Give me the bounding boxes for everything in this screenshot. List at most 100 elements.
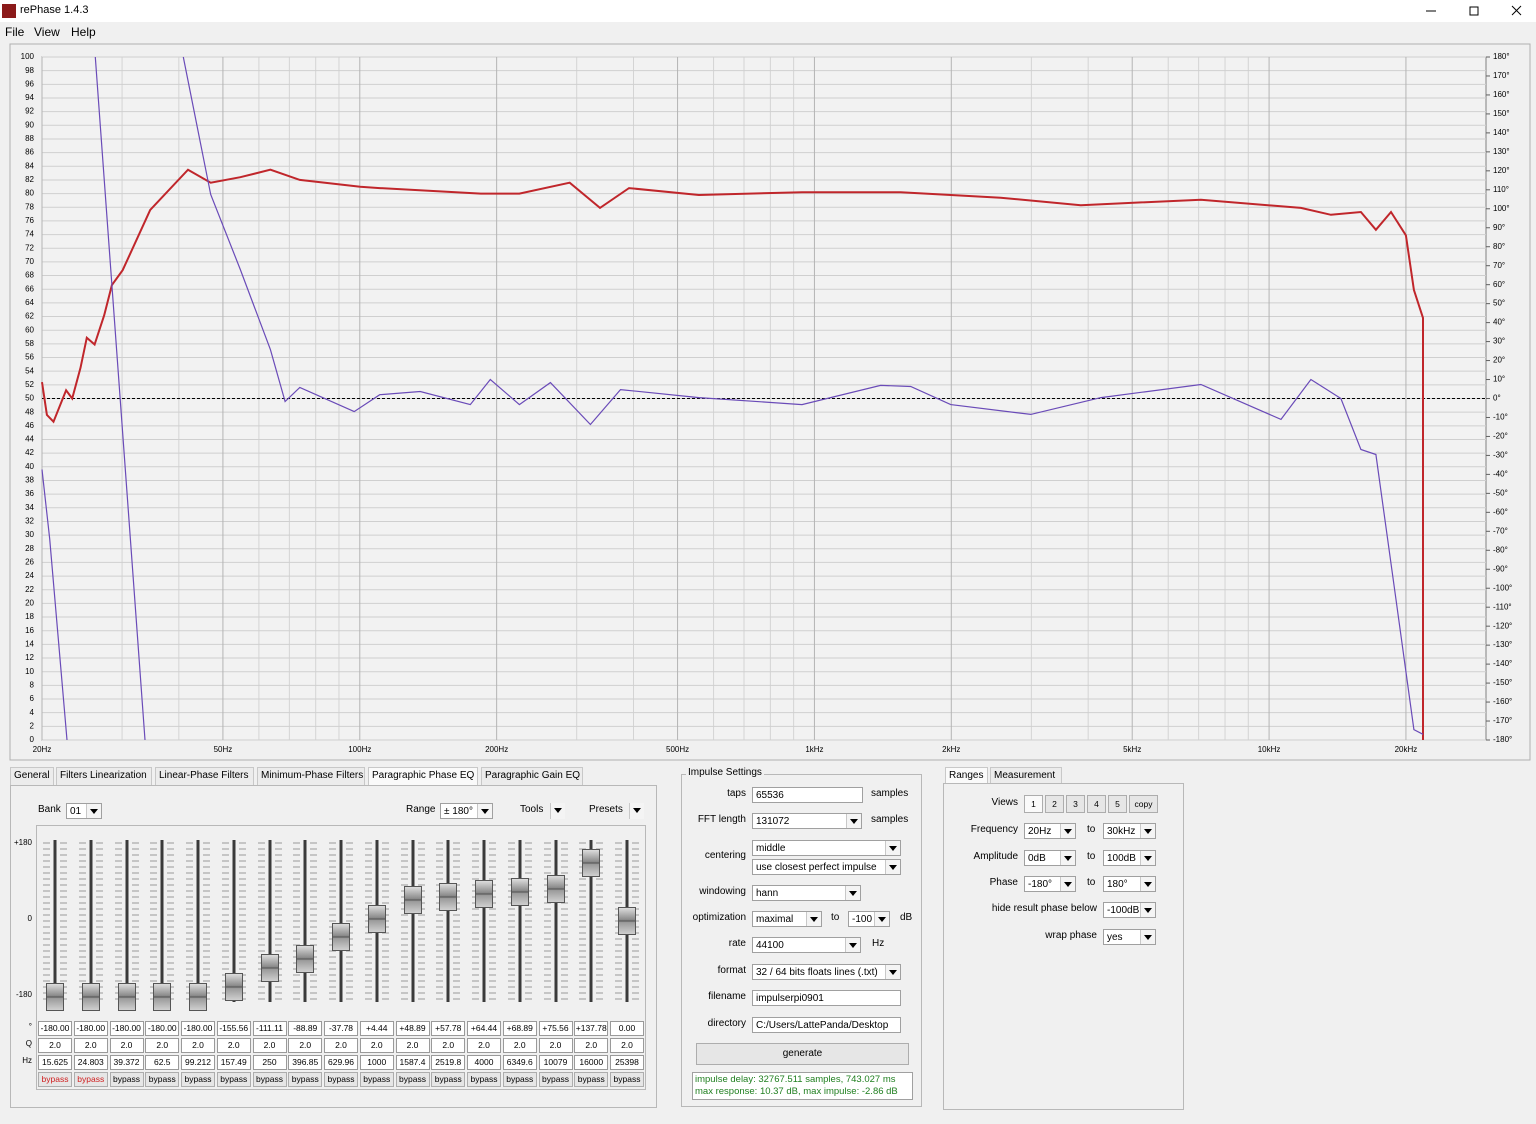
- bypass-button[interactable]: bypass: [181, 1072, 215, 1087]
- slider-knob[interactable]: [367, 905, 386, 934]
- bypass-button[interactable]: bypass: [73, 1072, 108, 1087]
- slider-knob[interactable]: [510, 877, 529, 906]
- q-field[interactable]: 2.0: [502, 1038, 537, 1053]
- menu-item[interactable]: Help: [71, 25, 96, 39]
- maximize[interactable]: [1469, 6, 1479, 16]
- view-button[interactable]: 2: [1045, 795, 1064, 813]
- slider-track[interactable]: [288, 837, 322, 1007]
- slider-track[interactable]: [145, 837, 179, 1007]
- phase-field[interactable]: +68.89: [502, 1021, 537, 1036]
- phase-field[interactable]: +137.78: [574, 1021, 609, 1036]
- bypass-button[interactable]: bypass: [109, 1072, 144, 1087]
- slider-knob[interactable]: [618, 907, 636, 935]
- view-button[interactable]: 1: [1024, 795, 1043, 813]
- slider-knob[interactable]: [260, 953, 279, 982]
- phase-field[interactable]: -88.89: [288, 1021, 323, 1036]
- slider-track[interactable]: [574, 837, 608, 1007]
- slider-knob[interactable]: [224, 972, 243, 1001]
- frequency-field[interactable]: 24.803: [73, 1055, 108, 1070]
- frequency-field[interactable]: 25398: [610, 1055, 644, 1070]
- directory-input[interactable]: C:/Users/LattePanda/Desktop: [752, 1017, 901, 1033]
- frequency-field[interactable]: 4000: [467, 1055, 501, 1070]
- bypass-button[interactable]: bypass: [502, 1072, 537, 1087]
- slider-knob[interactable]: [332, 922, 350, 951]
- slider-knob[interactable]: [582, 848, 601, 877]
- bypass-button[interactable]: bypass: [216, 1072, 251, 1087]
- taps-input[interactable]: 65536: [752, 787, 863, 803]
- tools-menu[interactable]: Tools: [520, 803, 565, 819]
- frequency-field[interactable]: 6349.6: [502, 1055, 537, 1070]
- slider-knob[interactable]: [403, 886, 422, 915]
- wrap-phase-dropdown[interactable]: yes: [1103, 929, 1156, 945]
- phase-field[interactable]: -180.00: [38, 1021, 72, 1036]
- q-field[interactable]: 2.0: [109, 1038, 144, 1053]
- phase-field[interactable]: -180.00: [181, 1021, 215, 1036]
- format-dropdown[interactable]: 32 / 64 bits floats lines (.txt): [752, 964, 901, 980]
- fft-dropdown[interactable]: 131072: [752, 813, 862, 829]
- bypass-button[interactable]: bypass: [38, 1072, 72, 1087]
- phase-from-dropdown[interactable]: -180°: [1024, 876, 1076, 892]
- tab[interactable]: Minimum-Phase Filters: [257, 767, 365, 785]
- q-field[interactable]: 2.0: [574, 1038, 609, 1053]
- bypass-button[interactable]: bypass: [538, 1072, 573, 1087]
- frequency-field[interactable]: 10079: [538, 1055, 573, 1070]
- frequency-field[interactable]: 1000: [359, 1055, 394, 1070]
- q-field[interactable]: 2.0: [181, 1038, 215, 1053]
- slider-track[interactable]: [38, 837, 72, 1007]
- hide-phase-dropdown[interactable]: -100dB: [1103, 902, 1156, 918]
- frequency-field[interactable]: 39.372: [109, 1055, 144, 1070]
- frequency-field[interactable]: 157.49: [216, 1055, 251, 1070]
- optimization-limit-dropdown[interactable]: -100: [848, 911, 890, 927]
- tab[interactable]: Paragraphic Phase EQ: [368, 767, 478, 785]
- bypass-button[interactable]: bypass: [252, 1072, 287, 1087]
- generate-button[interactable]: generate: [696, 1043, 909, 1065]
- phase-field[interactable]: -37.78: [324, 1021, 358, 1036]
- centering-dropdown[interactable]: middle: [752, 840, 901, 856]
- frequency-field[interactable]: 16000: [574, 1055, 609, 1070]
- amplitude-from-dropdown[interactable]: 0dB: [1024, 850, 1076, 866]
- phase-to-dropdown[interactable]: 180°: [1103, 876, 1156, 892]
- amplitude-to-dropdown[interactable]: 100dB: [1103, 850, 1156, 866]
- frequency-field[interactable]: 15.625: [38, 1055, 72, 1070]
- slider-knob[interactable]: [189, 983, 207, 1011]
- phase-field[interactable]: +48.89: [395, 1021, 430, 1036]
- slider-track[interactable]: [74, 837, 108, 1007]
- slider-knob[interactable]: [475, 879, 493, 908]
- view-button[interactable]: 4: [1087, 795, 1106, 813]
- frequency-field[interactable]: 629.96: [324, 1055, 358, 1070]
- q-field[interactable]: 2.0: [73, 1038, 108, 1053]
- frequency-field[interactable]: 99.212: [181, 1055, 215, 1070]
- slider-knob[interactable]: [153, 983, 172, 1011]
- menu-item[interactable]: View: [34, 25, 60, 39]
- slider-track[interactable]: [396, 837, 430, 1007]
- phase-field[interactable]: +4.44: [359, 1021, 394, 1036]
- range-dropdown[interactable]: ± 180°: [440, 803, 493, 819]
- bypass-button[interactable]: bypass: [288, 1072, 323, 1087]
- phase-field[interactable]: +64.44: [467, 1021, 501, 1036]
- centering-mode-dropdown[interactable]: use closest perfect impulse: [752, 859, 901, 875]
- q-field[interactable]: 2.0: [538, 1038, 573, 1053]
- bypass-button[interactable]: bypass: [145, 1072, 180, 1087]
- filename-input[interactable]: impulserpi0901: [752, 990, 901, 1006]
- phase-field[interactable]: -180.00: [73, 1021, 108, 1036]
- bypass-button[interactable]: bypass: [324, 1072, 358, 1087]
- q-field[interactable]: 2.0: [288, 1038, 323, 1053]
- phase-field[interactable]: -155.56: [216, 1021, 251, 1036]
- q-field[interactable]: 2.0: [324, 1038, 358, 1053]
- slider-track[interactable]: [539, 837, 573, 1007]
- slider-knob[interactable]: [117, 983, 136, 1011]
- window-controls[interactable]: [1420, 0, 1536, 22]
- view-button[interactable]: 3: [1066, 795, 1085, 813]
- q-field[interactable]: 2.0: [395, 1038, 430, 1053]
- q-field[interactable]: 2.0: [467, 1038, 501, 1053]
- slider-track[interactable]: [181, 837, 215, 1007]
- slider-track[interactable]: [503, 837, 537, 1007]
- menu-item[interactable]: File: [5, 25, 25, 39]
- slider-track[interactable]: [467, 837, 501, 1007]
- slider-knob[interactable]: [81, 983, 100, 1011]
- frequency-field[interactable]: 396.85: [288, 1055, 323, 1070]
- slider-track[interactable]: [110, 837, 144, 1007]
- phase-field[interactable]: -111.11: [252, 1021, 287, 1036]
- tab[interactable]: General: [10, 767, 54, 785]
- q-field[interactable]: 2.0: [38, 1038, 72, 1053]
